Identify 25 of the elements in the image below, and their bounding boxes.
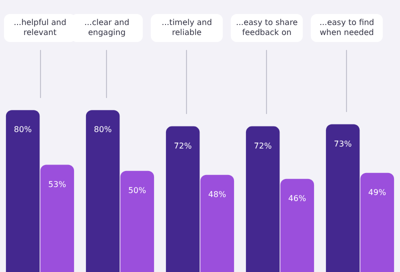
x-tick-label: ...clear and engaging bbox=[84, 18, 130, 38]
data-label: 49% bbox=[368, 188, 386, 197]
bar bbox=[200, 174, 234, 272]
x-tick-label: ...helpful and relevant bbox=[14, 18, 66, 38]
x-tick-label: ...timely and reliable bbox=[162, 18, 212, 38]
data-label: 80% bbox=[94, 125, 112, 134]
data-label: 50% bbox=[128, 186, 146, 195]
data-label: 72% bbox=[174, 141, 192, 150]
data-label: 73% bbox=[334, 139, 352, 148]
x-tick-label: ...easy to share feedback on bbox=[236, 18, 298, 38]
x-tick-label: ...easy to find when needed bbox=[319, 18, 374, 38]
data-label: 48% bbox=[208, 190, 226, 199]
data-label: 46% bbox=[288, 194, 306, 203]
data-label: 72% bbox=[254, 141, 272, 150]
data-label: 80% bbox=[14, 125, 32, 134]
bar bbox=[246, 126, 280, 272]
data-label: 53% bbox=[48, 180, 66, 189]
bar bbox=[86, 110, 120, 272]
bar bbox=[6, 110, 40, 272]
bar bbox=[280, 178, 314, 272]
bar bbox=[120, 170, 154, 272]
bar bbox=[360, 172, 394, 272]
bar bbox=[166, 126, 200, 272]
bar bbox=[326, 124, 360, 272]
bar bbox=[40, 164, 74, 272]
